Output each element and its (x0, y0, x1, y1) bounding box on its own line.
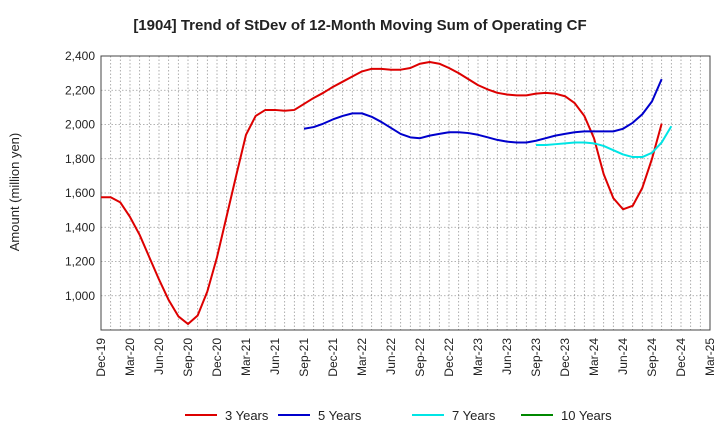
x-tick-label: Sep-24 (645, 338, 659, 377)
x-tick-label: Sep-22 (413, 338, 427, 377)
series-line-7-years (536, 125, 673, 159)
x-tick-label: Dec-24 (674, 338, 688, 377)
x-tick-label: Jun-24 (616, 338, 630, 375)
x-tick-label: Dec-19 (94, 338, 108, 377)
y-tick-label: 2,200 (65, 83, 95, 97)
x-tick-label: Mar-20 (123, 338, 137, 376)
legend-label-7-years: 7 Years (452, 408, 496, 423)
legend: 3 Years 5 Years 7 Years 10 Years (185, 408, 612, 423)
x-tick-label: Mar-24 (587, 338, 601, 376)
y-tick-label: 1,000 (65, 289, 95, 303)
legend-label-5-years: 5 Years (318, 408, 362, 423)
y-tick-label: 1,800 (65, 152, 95, 166)
x-tick-label: Jun-21 (268, 338, 282, 375)
y-tick-label: 1,600 (65, 186, 95, 200)
chart-title: [1904] Trend of StDev of 12-Month Moving… (133, 17, 586, 34)
x-tick-label: Mar-25 (703, 338, 717, 376)
x-tick-label: Mar-22 (355, 338, 369, 376)
y-tick-label: 2,400 (65, 49, 95, 63)
x-tick-label: Sep-23 (529, 338, 543, 377)
legend-label-3-years: 3 Years (225, 408, 269, 423)
x-tick-label: Dec-21 (326, 338, 340, 377)
x-tick-label: Jun-22 (384, 338, 398, 375)
plot-frame (100, 55, 711, 331)
x-tick-label: Mar-23 (471, 338, 485, 376)
x-axis: Dec-19 Mar-20 Jun-20 Sep-20 Dec-20 Mar-21 Jun-… (94, 338, 717, 377)
series-line-5-years (303, 78, 663, 144)
grid (101, 55, 710, 330)
series-line-3-years (101, 60, 663, 326)
x-tick-label: Dec-20 (210, 338, 224, 377)
x-tick-label: Dec-22 (442, 338, 456, 377)
series-group (101, 60, 673, 326)
y-axis-label: Amount (million yen) (7, 133, 22, 252)
y-tick-label: 2,000 (65, 118, 95, 132)
y-tick-label: 1,400 (65, 220, 95, 234)
y-tick-label: 1,200 (65, 255, 95, 269)
x-tick-label: Mar-21 (239, 338, 253, 376)
legend-label-10-years: 10 Years (561, 408, 612, 423)
x-tick-label: Jun-20 (152, 338, 166, 375)
x-tick-label: Sep-20 (181, 338, 195, 377)
x-tick-label: Jun-23 (500, 338, 514, 375)
x-tick-label: Sep-21 (297, 338, 311, 377)
x-tick-label: Dec-23 (558, 338, 572, 377)
y-axis: 1,000 1,200 1,400 1,600 1,800 2,000 2,200 2,400 (65, 49, 95, 303)
